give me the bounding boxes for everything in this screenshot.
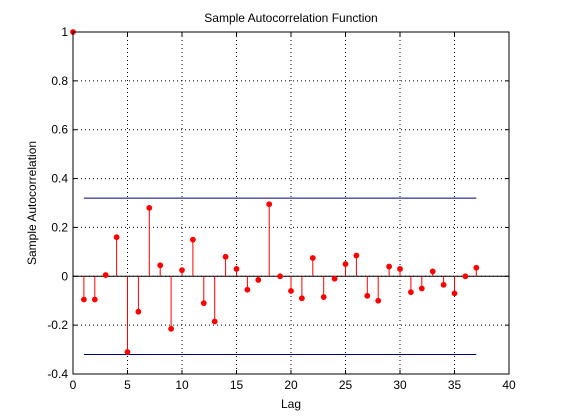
x-axis-label: Lag (281, 397, 301, 411)
y-tick-label: 0.8 (51, 74, 68, 88)
stem-marker (135, 308, 142, 315)
stem-marker (407, 289, 414, 296)
stem-marker (146, 204, 153, 211)
x-tick-label: 15 (230, 378, 244, 392)
stem-marker (353, 252, 360, 259)
confidence-bounds (83, 197, 477, 355)
stem-marker (189, 236, 196, 243)
y-tick-label: 0 (61, 269, 68, 283)
x-tick-label: 10 (175, 378, 189, 392)
stem-marker (113, 234, 120, 241)
stem-marker (386, 263, 392, 270)
x-tick-label: 0 (70, 378, 77, 392)
x-tick-label: 35 (448, 378, 462, 392)
stem-marker (473, 264, 480, 271)
x-ticks: 0 5 10 15 20 25 30 35 40 (70, 32, 516, 392)
stem-marker (288, 288, 294, 294)
stem-marker (320, 294, 327, 300)
axes-background (73, 32, 509, 374)
x-tick-label: 25 (339, 378, 353, 392)
y-tick-label: 1 (61, 25, 68, 39)
stem-marker (462, 273, 469, 280)
stem-marker (331, 275, 338, 282)
stem-marker (222, 253, 229, 260)
stem-marker (255, 277, 262, 283)
stem-marker (277, 273, 283, 280)
chart-title: Sample Autocorrelation Function (204, 11, 377, 25)
y-tick-label: 0.4 (51, 172, 68, 186)
y-tick-label: 0.6 (51, 123, 68, 137)
stem-marker (244, 286, 251, 293)
stem-marker (233, 266, 240, 272)
stem-marker (309, 255, 316, 261)
x-tick-label: 5 (124, 378, 131, 392)
stem-marker (179, 267, 185, 274)
y-tick-label: -0.4 (47, 367, 68, 381)
stem-marker (429, 268, 436, 275)
stem-marker (364, 292, 371, 299)
stem-marker (451, 290, 458, 297)
stem-marker (211, 318, 218, 325)
stem-marker (157, 262, 164, 269)
stem-marker (124, 349, 131, 355)
stem-marker (91, 296, 98, 303)
y-axis-label: Sample Autocorrelation (25, 141, 39, 265)
stem-marker (298, 295, 305, 302)
x-tick-label: 30 (393, 378, 407, 392)
stem-marker (266, 201, 273, 208)
y-tick-label: 0.2 (51, 220, 68, 234)
stem-marker (342, 261, 349, 267)
stem-marker (397, 266, 403, 272)
stem-marker (168, 325, 174, 332)
stem-marker (418, 285, 425, 292)
y-ticks: -0.4 -0.2 0 0.2 0.4 0.6 0.8 1 (47, 25, 509, 381)
stem-marker (102, 272, 109, 278)
x-tick-label: 40 (502, 378, 516, 392)
y-tick-label: -0.2 (47, 318, 68, 332)
stem-marker (200, 300, 207, 307)
grid (73, 32, 509, 374)
stem-marker (81, 296, 87, 303)
stem-marker (440, 281, 447, 288)
x-tick-label: 20 (284, 378, 298, 392)
stem-marker (375, 297, 382, 304)
